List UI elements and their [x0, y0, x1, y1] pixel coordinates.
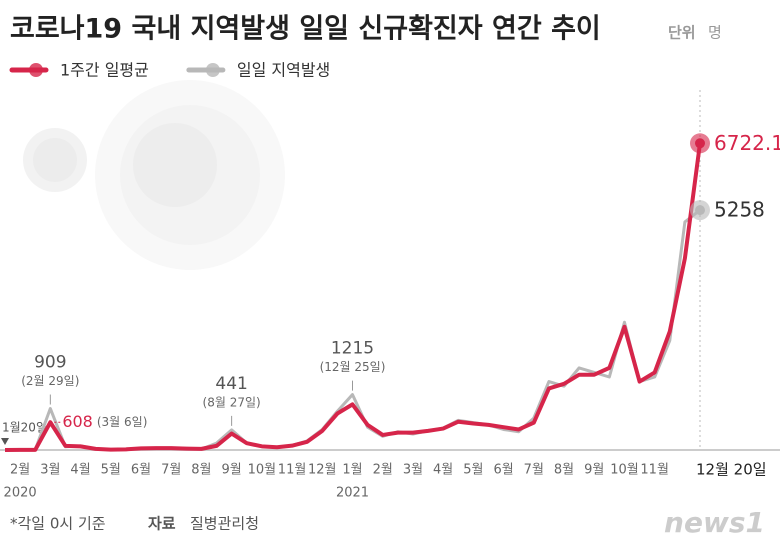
annotation-value: 1215 [331, 339, 374, 359]
legend: 1주간 일평균 일일 지역발생 [9, 61, 330, 80]
x-tick-label: 10월 [610, 463, 639, 478]
source-label: 자료 [148, 515, 176, 533]
x-tick-label: 3월 [403, 463, 423, 478]
annotation-value: 441 [215, 374, 247, 394]
x-tick-label: 9월 [222, 463, 242, 478]
annotation-note: (3월 6일) [97, 415, 148, 429]
logo: news1 [664, 506, 765, 539]
end-point [695, 205, 705, 216]
annotation-note: (2월 29일) [21, 374, 79, 388]
annotation-note: (8월 27일) [203, 395, 261, 409]
x-tick-label: 2월 [10, 463, 30, 478]
unit-label: 단위 [668, 24, 696, 42]
x-tick-label: 2월 [373, 463, 393, 478]
x-tick-label: 7월 [524, 463, 544, 478]
x-tick-label: 5월 [463, 463, 483, 478]
x-tick-label: 9월 [584, 463, 604, 478]
annotation-value: 608 [62, 412, 93, 431]
end-value-label: 6722.1 [714, 131, 780, 155]
series-line [4, 143, 702, 452]
x-tick-label: 1월 [342, 463, 362, 478]
year-label: 2021 [336, 486, 369, 501]
chart-title: 코로나19 국내 지역발생 일일 신규확진자 연간 추이 [10, 14, 601, 45]
source: 질병관리청 [190, 515, 259, 533]
x-tick-label: 6월 [131, 463, 151, 478]
annotation-note: (12월 25일) [320, 360, 386, 374]
virus-decoration [23, 80, 285, 270]
x-tick-label: 12월 20일 [696, 461, 767, 479]
x-tick-label: 6월 [493, 463, 513, 478]
start-label: 1월20일 [2, 421, 47, 435]
annotation-value: 909 [34, 353, 66, 373]
x-tick-label: 8월 [191, 463, 211, 478]
start-marker [1, 438, 9, 445]
x-tick-label: 10월 [248, 463, 277, 478]
x-tick-label: 11월 [278, 463, 307, 478]
end-point [695, 138, 705, 149]
unit: 명 [708, 24, 722, 42]
legend-dot [205, 63, 220, 77]
legend-dot [29, 63, 43, 77]
x-tick-label: 7월 [161, 463, 181, 478]
footnote: *각일 0시 기준 [10, 515, 106, 533]
end-value-label: 5258 [714, 198, 765, 222]
x-tick-label: 12월 [308, 463, 337, 478]
x-tick-label: 3월 [40, 463, 60, 478]
x-tick-label: 5월 [101, 463, 121, 478]
x-tick-label: 11월 [640, 463, 669, 478]
legend-label: 일일 지역발생 [237, 61, 330, 80]
year-label: 2020 [4, 486, 37, 501]
x-tick-label: 4월 [70, 463, 90, 478]
x-tick-label: 4월 [433, 463, 453, 478]
legend-label: 1주간 일평균 [60, 61, 149, 80]
x-tick-label: 8월 [554, 463, 574, 478]
